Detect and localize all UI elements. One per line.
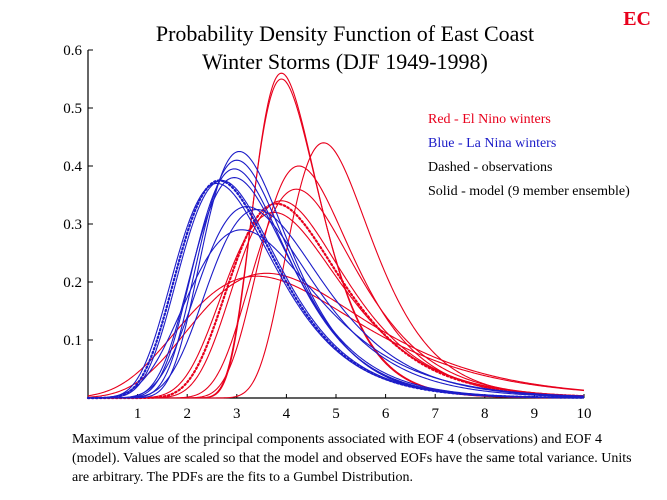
el-nino-model-curve-7 bbox=[88, 211, 585, 399]
x-tick-label: 5 bbox=[332, 406, 340, 422]
x-tick-label: 2 bbox=[183, 406, 191, 422]
legend-red: Red - El Nino winters bbox=[428, 112, 551, 127]
x-tick-label: 10 bbox=[577, 406, 592, 422]
y-tick-label: 0.2 bbox=[63, 275, 82, 291]
la-nina-observed-curve bbox=[86, 179, 586, 400]
la-nina-model-curve-13 bbox=[88, 168, 585, 399]
y-tick-label: 0.4 bbox=[63, 159, 82, 175]
la-nina-model-curve-14 bbox=[88, 177, 585, 399]
y-tick-label: 0.3 bbox=[63, 217, 82, 233]
x-tick-label: 6 bbox=[382, 406, 390, 422]
chart-title-line2: Winter Storms (DJF 1949-1998) bbox=[202, 49, 488, 74]
legend-solid: Solid - model (9 member ensemble) bbox=[428, 184, 630, 199]
la-nina-model-curve-17 bbox=[88, 208, 585, 399]
la-nina-model-curve-19 bbox=[88, 182, 585, 399]
legend-dashed: Dashed - observations bbox=[428, 160, 553, 175]
chart-tick-labels: 1 2 3 4 5 6 7 8 9 10 0.1 0.2 0.3 0.4 0.5 0.6 bbox=[63, 43, 591, 422]
y-tick-label: 0.5 bbox=[63, 101, 82, 117]
el-nino-model-curve-5 bbox=[88, 188, 585, 399]
y-tick-label: 0.1 bbox=[63, 333, 82, 349]
x-tick-label: 7 bbox=[431, 406, 439, 422]
x-tick-label: 1 bbox=[134, 406, 142, 422]
figure-caption: Maximum value of the principal component… bbox=[72, 432, 632, 485]
la-nina-model-curve-15 bbox=[88, 179, 585, 399]
chart-curves bbox=[86, 72, 586, 400]
el-nino-observed-curve bbox=[86, 202, 586, 400]
x-tick-label: 3 bbox=[233, 406, 241, 422]
x-tick-label: 8 bbox=[481, 406, 489, 422]
y-tick-label: 0.6 bbox=[63, 43, 82, 59]
x-tick-label: 9 bbox=[531, 406, 539, 422]
el-nino-model-curve-9 bbox=[87, 275, 585, 397]
x-tick-label: 4 bbox=[283, 406, 291, 422]
corner-label: EC bbox=[623, 8, 651, 30]
la-nina-model-curve-16 bbox=[88, 206, 585, 399]
chart-title-line1: Probability Density Function of East Coa… bbox=[155, 21, 535, 46]
la-nina-model-curve-18 bbox=[87, 229, 585, 399]
legend-blue: Blue - La Nina winters bbox=[428, 136, 557, 151]
